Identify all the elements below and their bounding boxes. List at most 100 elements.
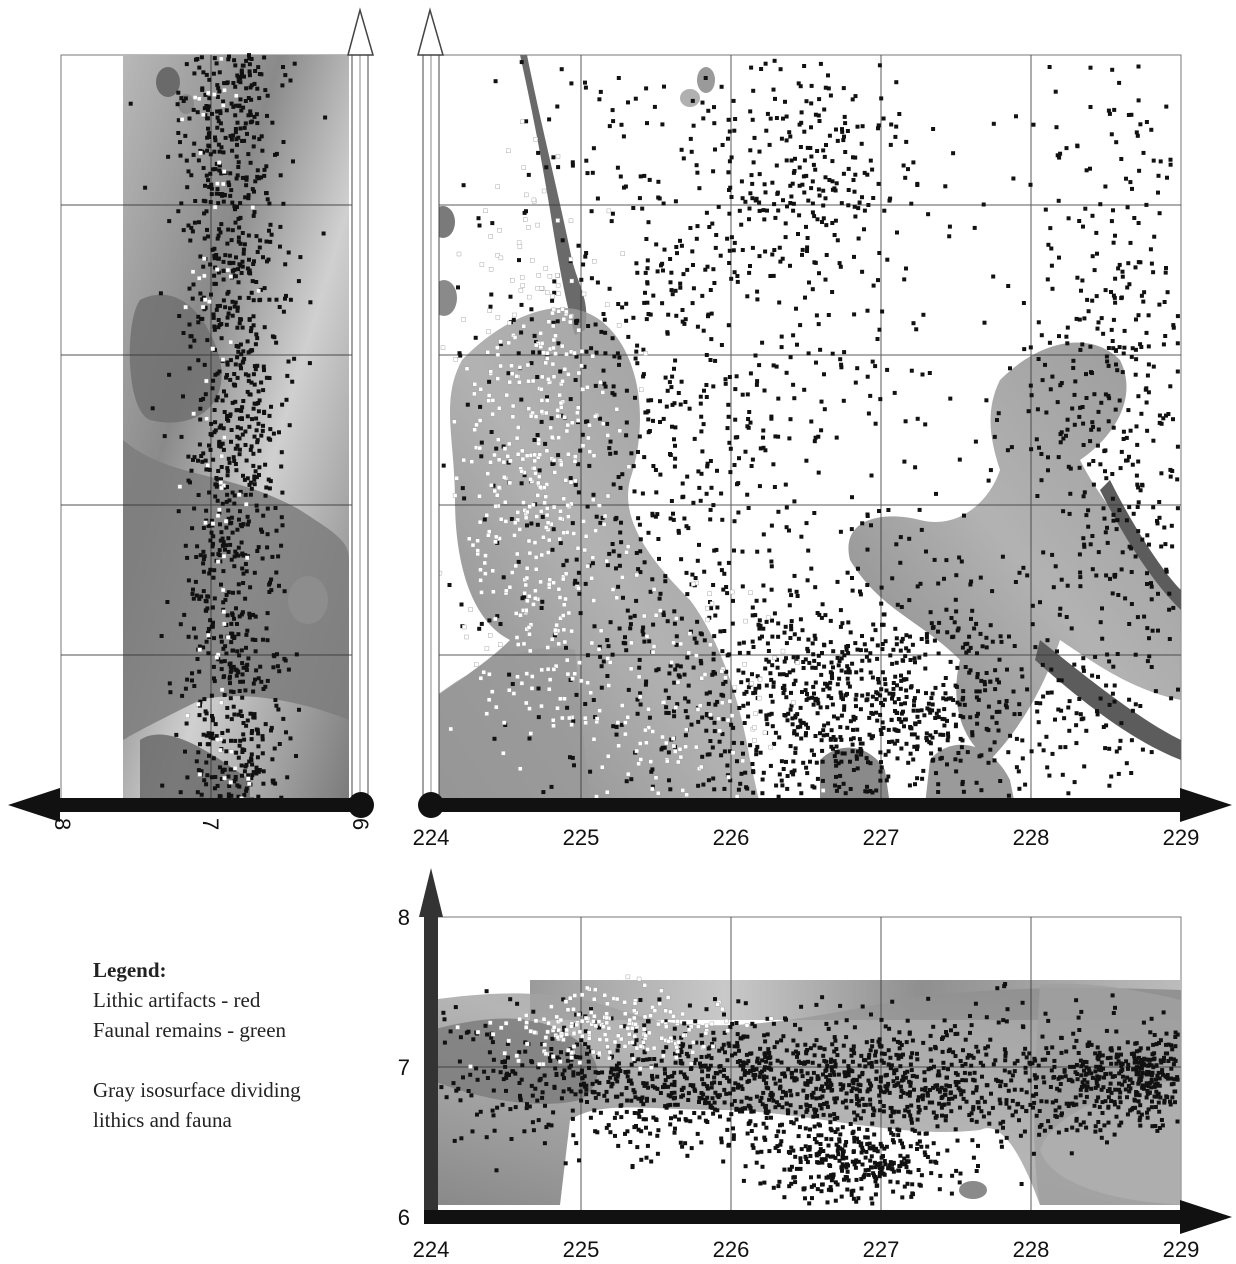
lithic-point [263, 722, 268, 727]
lithic-point [827, 178, 832, 182]
lithic-point [881, 1060, 886, 1065]
lithic-point [256, 794, 261, 799]
lithic-point [224, 499, 229, 504]
lithic-point [264, 239, 269, 244]
lithic-point [264, 191, 268, 196]
lithic-point [652, 1057, 657, 1061]
lithic-point [231, 104, 236, 109]
lithic-point [743, 449, 748, 454]
lithic-point [182, 612, 187, 617]
lithic-point [241, 105, 246, 110]
lithic-point [979, 1109, 984, 1114]
lithic-point [256, 409, 261, 414]
lithic-point [235, 443, 240, 448]
lithic-point [1120, 370, 1125, 375]
lithic-point [624, 318, 629, 323]
faunal-point [582, 547, 587, 553]
lithic-point [235, 173, 240, 178]
lithic-point [712, 787, 717, 792]
lithic-point [247, 268, 252, 273]
lithic-point [897, 1030, 902, 1035]
lithic-point [215, 498, 220, 503]
faunal-point [191, 411, 196, 416]
lithic-point [963, 665, 968, 669]
faunal-point [206, 633, 211, 638]
lithic-point [207, 571, 212, 576]
lithic-point [969, 1053, 974, 1058]
lithic-point [561, 997, 566, 1002]
side-isosurface-blob [156, 67, 180, 97]
faunal-point [560, 307, 565, 312]
lithic-point [679, 379, 684, 384]
lithic-point [973, 439, 978, 444]
faunal-point [636, 761, 641, 766]
lithic-point [1105, 359, 1110, 364]
faunal-point [583, 534, 589, 539]
lithic-point [891, 1079, 896, 1084]
lithic-point [1014, 114, 1018, 119]
lithic-point [886, 1081, 891, 1086]
faunal-point [513, 520, 518, 525]
faunal-point [487, 308, 492, 313]
lithic-point [951, 151, 956, 156]
lithic-point [257, 465, 262, 470]
lithic-point [863, 1064, 868, 1069]
lithic-point [1058, 440, 1063, 445]
lithic-point [782, 1167, 787, 1172]
lithic-point [931, 1024, 936, 1029]
lithic-point [1038, 701, 1043, 706]
lithic-point [894, 124, 899, 129]
lithic-point [1109, 774, 1114, 779]
lithic-point [1117, 1123, 1122, 1128]
lithic-point [586, 324, 591, 328]
lithic-point [1175, 444, 1180, 449]
lithic-point [802, 158, 807, 163]
lithic-point [1095, 251, 1099, 256]
lithic-point [692, 1111, 697, 1115]
lithic-point [625, 608, 630, 613]
lithic-point [835, 655, 840, 660]
lithic-point [206, 104, 211, 109]
lithic-point [731, 598, 735, 603]
lithic-point [870, 711, 875, 716]
lithic-point [739, 680, 744, 685]
lithic-point [1158, 159, 1163, 164]
lithic-point [957, 702, 962, 707]
lithic-point [787, 436, 792, 441]
lithic-point [764, 713, 769, 718]
lithic-point [688, 136, 693, 141]
lithic-point [1085, 1080, 1090, 1085]
lithic-point [761, 208, 766, 213]
faunal-point [583, 720, 588, 725]
lithic-point [636, 516, 641, 521]
lithic-point [201, 526, 206, 530]
lithic-point [812, 439, 817, 444]
lithic-point [291, 159, 295, 164]
lithic-point [809, 83, 814, 88]
lithic-point [199, 792, 204, 797]
lithic-point [261, 255, 265, 260]
faunal-point [699, 676, 704, 681]
lithic-point [1034, 1092, 1039, 1097]
faunal-point [539, 341, 545, 346]
lithic-point [916, 1104, 921, 1109]
lithic-point [813, 260, 818, 265]
lithic-point [879, 601, 884, 606]
lithic-point [292, 356, 297, 361]
lithic-point [896, 697, 901, 701]
lithic-point [788, 636, 793, 640]
lithic-point [238, 241, 243, 246]
lithic-point [694, 163, 699, 168]
lithic-point [212, 149, 217, 154]
lithic-point [741, 703, 746, 708]
lithic-point [273, 506, 278, 510]
lithic-point [215, 304, 220, 308]
faunal-point [620, 703, 625, 708]
lithic-point [781, 1129, 786, 1134]
faunal-point [614, 407, 619, 412]
lithic-point [218, 794, 223, 799]
lithic-point [711, 657, 716, 662]
lithic-point [651, 293, 656, 298]
lithic-point [765, 722, 770, 727]
lithic-point [739, 1099, 744, 1104]
